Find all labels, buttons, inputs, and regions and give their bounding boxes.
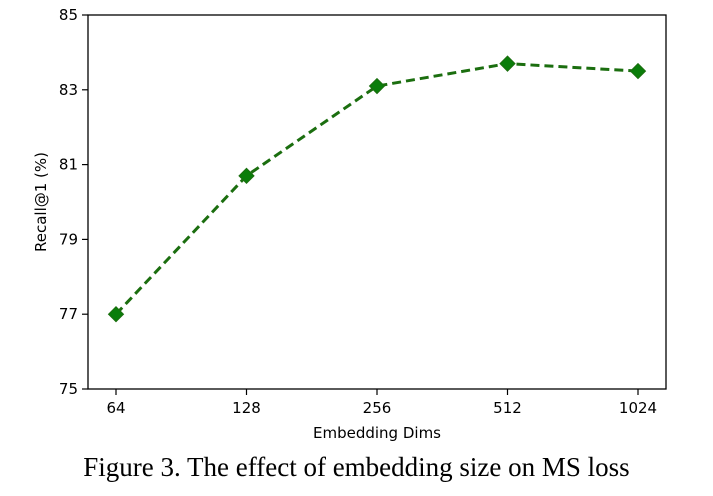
data-point-diamond xyxy=(238,167,255,185)
y-tick-label: 81 xyxy=(59,156,78,174)
x-tick-label: 1024 xyxy=(619,399,657,417)
y-tick-label: 77 xyxy=(59,305,78,323)
y-axis-label: Recall@1 (%) xyxy=(32,152,50,252)
x-axis: 64 128 256 512 1024 xyxy=(106,389,657,417)
y-tick-label: 79 xyxy=(59,230,78,248)
y-tick-label: 75 xyxy=(59,380,78,398)
plot-area-frame xyxy=(87,14,667,390)
data-point-diamond xyxy=(368,77,386,95)
y-tick-label: 83 xyxy=(59,81,78,99)
series-layer xyxy=(107,55,647,323)
x-axis-label: Embedding Dims xyxy=(313,424,441,442)
x-tick-label: 64 xyxy=(106,399,125,417)
x-tick-label: 256 xyxy=(363,399,392,417)
data-point-diamond xyxy=(499,55,516,72)
x-tick-label: 128 xyxy=(232,399,261,417)
series-line xyxy=(114,62,639,316)
figure-caption: Figure 3. The effect of embedding size o… xyxy=(83,452,630,482)
line-chart: 75 77 79 81 83 85 64 128 256 512 1024 Embedding D… xyxy=(32,6,667,442)
data-point-diamond xyxy=(107,305,125,323)
x-tick-label: 512 xyxy=(493,399,522,417)
y-axis: 75 77 79 81 83 85 xyxy=(59,6,88,398)
y-tick-label: 85 xyxy=(59,6,78,24)
data-point-diamond xyxy=(629,62,647,80)
